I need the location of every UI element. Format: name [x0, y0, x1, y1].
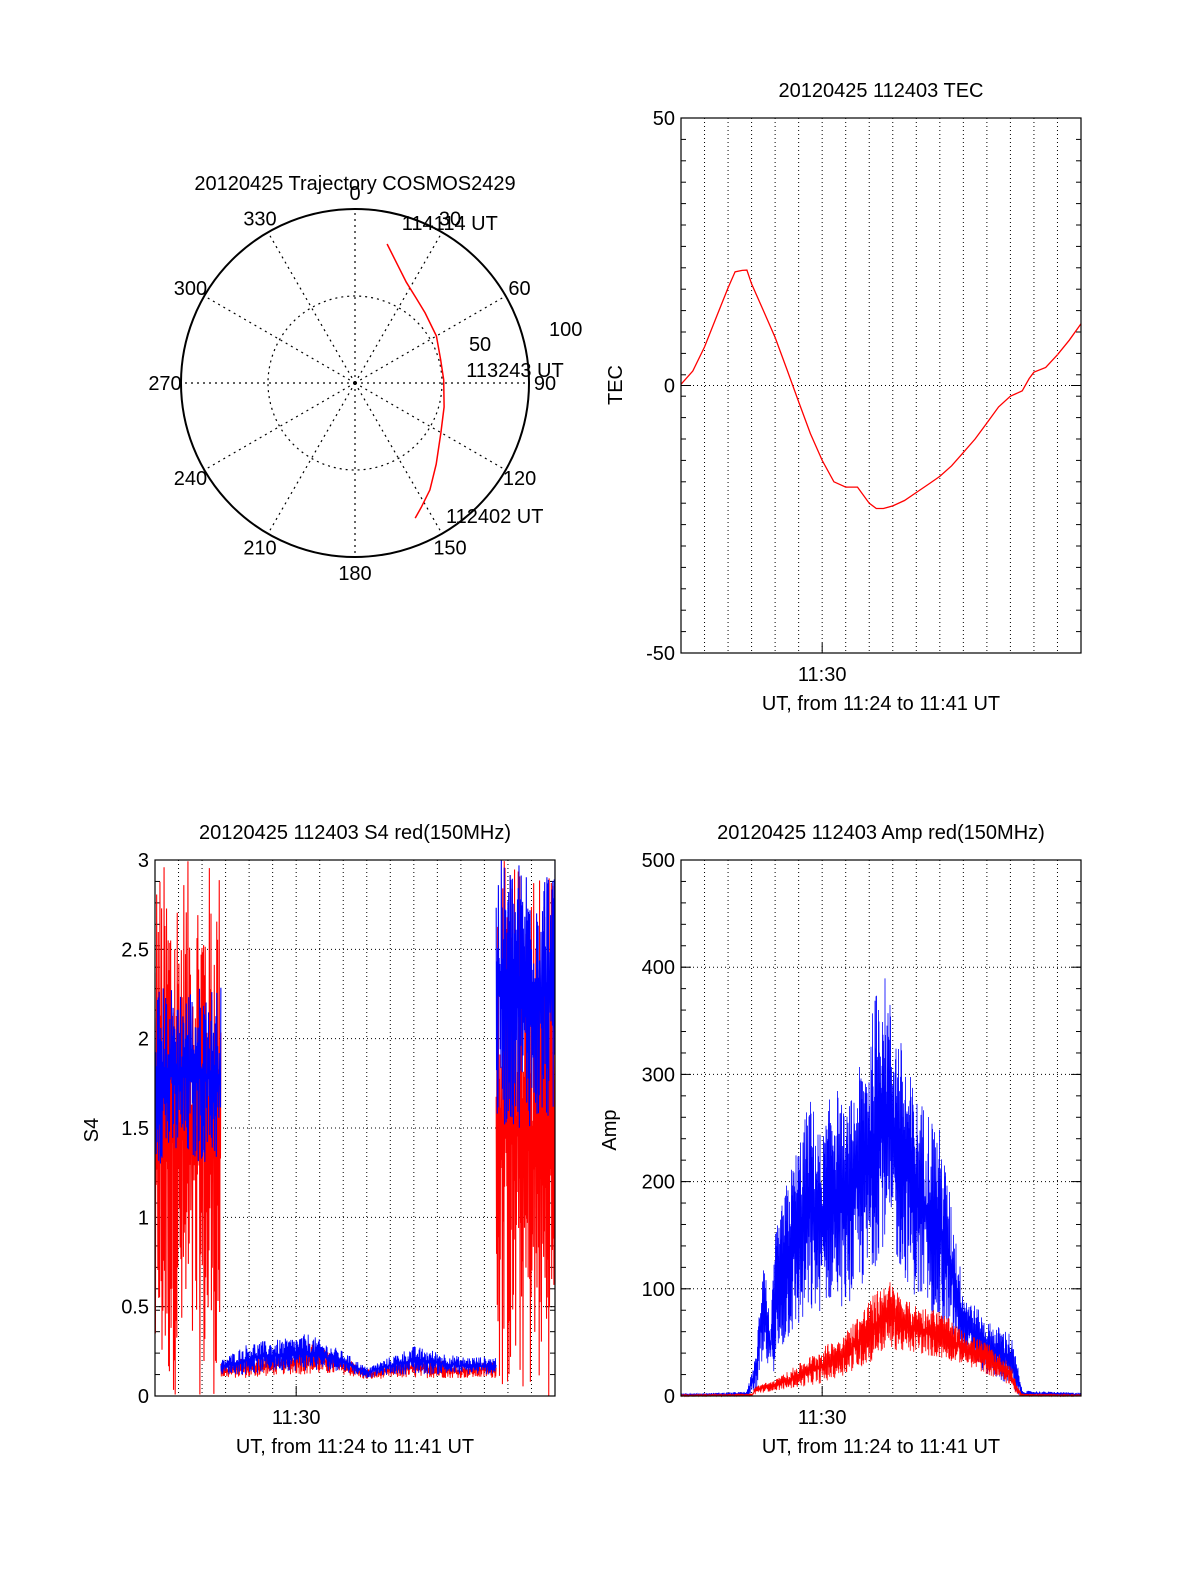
- s4-ytick-label: 2: [138, 1029, 149, 1051]
- polar-series: [386, 243, 445, 519]
- polar-trajectory-line: [386, 243, 445, 519]
- polar-spoke: [267, 232, 356, 384]
- tec-chart: 20120425 112403 TEC UT, from 11:24 to 11…: [605, 80, 1082, 715]
- polar-spoke: [354, 232, 443, 384]
- amp-xlabel: UT, from 11:24 to 11:41 UT: [762, 1436, 1000, 1458]
- s4-ylabel: S4: [81, 1118, 103, 1142]
- amp-xtick-label: 11:30: [798, 1407, 847, 1429]
- s4-xtick-label: 11:30: [272, 1407, 321, 1429]
- amp-ytick-label: 400: [642, 957, 675, 979]
- polar-azimuth-label: 150: [433, 538, 466, 560]
- polar-radial-label: 100: [549, 319, 582, 341]
- amp-ytick-label: 500: [642, 850, 675, 872]
- s4-ytick-label: 0: [138, 1386, 149, 1408]
- polar-outer-circle: [180, 208, 530, 558]
- polar-radial-labels: 50 100: [469, 319, 582, 356]
- amp-title: 20120425 112403 Amp red(150MHz): [717, 822, 1045, 844]
- s4-title: 20120425 112403 S4 red(150MHz): [199, 822, 511, 844]
- polar-radial-label: 50: [469, 334, 491, 356]
- polar-grid: [180, 208, 530, 558]
- polar-azimuth-label: 30: [439, 208, 461, 230]
- polar-spoke: [354, 382, 443, 534]
- polar-spoke: [204, 295, 356, 384]
- tec-frame: [680, 117, 1082, 654]
- polar-azimuth-label: 60: [508, 278, 530, 300]
- polar-title: 20120425 Trajectory COSMOS2429: [194, 173, 515, 195]
- s4-ytick-label: 2.5: [121, 939, 149, 961]
- amp-ytick-label: 100: [642, 1279, 675, 1301]
- polar-azimuth-label: 240: [174, 468, 207, 490]
- polar-azimuth-label: 90: [534, 373, 556, 395]
- amp-frame: [680, 859, 1082, 1397]
- polar-azimuth-label: 210: [243, 538, 276, 560]
- s4-chart: 20120425 112403 S4 red(150MHz) UT, from …: [81, 822, 556, 1458]
- s4-ytick-label: 1: [138, 1207, 149, 1229]
- polar-annotation: 113243 UT: [466, 360, 563, 382]
- polar-azimuth-label: 180: [338, 563, 371, 585]
- polar-spoke: [354, 295, 506, 384]
- s4-ytick-label: 1.5: [121, 1118, 149, 1140]
- polar-azimuth-label: 120: [503, 468, 536, 490]
- amp-ytick-label: 200: [642, 1172, 675, 1194]
- polar-azimuth-labels: 0 30 60 90 120 150 180 210 240 270 300 330: [148, 183, 556, 585]
- trajectory-polar-chart: 20120425 Trajectory COSMOS2429 0 30 60 90 12…: [148, 173, 582, 585]
- s4-blue-series: [220, 1334, 497, 1378]
- tec-xtick-label: 11:30: [798, 664, 847, 686]
- tec-ytick-label: 50: [653, 108, 675, 130]
- polar-azimuth-label: 330: [243, 208, 276, 230]
- s4-frame: [154, 859, 556, 1397]
- s4-xlabel: UT, from 11:24 to 11:41 UT: [236, 1436, 474, 1458]
- amp-ytick-label: 300: [642, 1064, 675, 1086]
- polar-azimuth-label: 270: [148, 373, 181, 395]
- tec-series-line: [680, 269, 1082, 510]
- polar-annotations: 114114 UT 113243 UT 112402 UT: [402, 213, 564, 528]
- s4-ytick-label: 0.5: [121, 1297, 149, 1319]
- tec-xlabel: UT, from 11:24 to 11:41 UT: [762, 693, 1000, 715]
- polar-azimuth-label: 0: [349, 183, 360, 205]
- tec-title: 20120425 112403 TEC: [779, 80, 984, 102]
- tec-ytick-label: -50: [646, 643, 675, 665]
- s4-blue-series: [155, 987, 222, 1164]
- s4-blue-series: [495, 860, 555, 1128]
- polar-azimuth-label: 300: [174, 278, 207, 300]
- tec-ytick-label: 0: [664, 376, 675, 398]
- amp-series-layer: [680, 978, 1082, 1398]
- polar-spoke: [354, 382, 506, 471]
- polar-spoke: [267, 382, 356, 534]
- polar-spoke: [204, 382, 356, 471]
- s4-ytick-label: 3: [138, 850, 149, 872]
- amp-red-series: [680, 1282, 1082, 1398]
- amp-chart: 20120425 112403 Amp red(150MHz) UT, from…: [599, 822, 1082, 1458]
- amp-ylabel: Amp: [599, 1109, 621, 1150]
- amp-ytick-label: 0: [664, 1386, 675, 1408]
- polar-annotation: 114114 UT: [402, 213, 498, 235]
- s4-series-layer: [155, 860, 555, 1396]
- polar-grid-circle: [267, 295, 443, 471]
- tec-ylabel: TEC: [605, 365, 627, 405]
- polar-annotation: 112402 UT: [446, 506, 543, 528]
